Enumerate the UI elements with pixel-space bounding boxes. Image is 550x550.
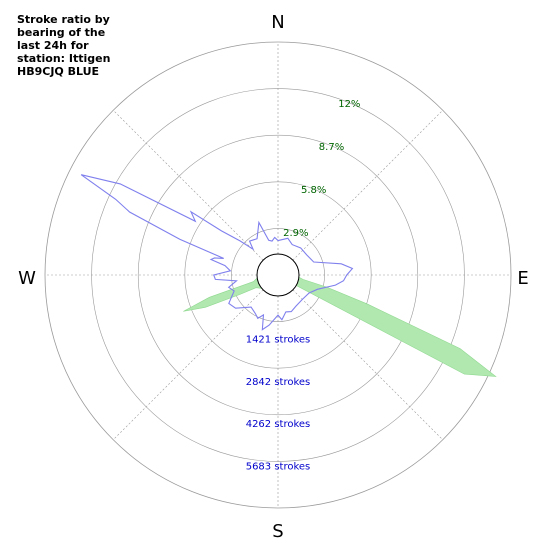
stroke-ratio-series xyxy=(183,253,497,377)
grid-spoke xyxy=(113,289,264,440)
ratio-tick-label: 5.8% xyxy=(301,185,326,196)
grid-spoke xyxy=(292,289,443,440)
ratio-tick-label: 2.9% xyxy=(283,228,308,239)
chart-title: Stroke ratio by bearing of the last 24h … xyxy=(17,13,111,78)
grid-ring xyxy=(137,134,419,416)
count-line xyxy=(80,174,354,331)
ratio-tick-label: 8.7% xyxy=(319,142,344,153)
count-tick-label: 4262 strokes xyxy=(246,419,311,430)
center-circle xyxy=(256,253,300,297)
polar-grid xyxy=(44,41,512,509)
count-tick-label: 2842 strokes xyxy=(246,377,311,388)
grid-spoke xyxy=(113,110,264,261)
count-tick-label: 5683 strokes xyxy=(246,462,311,473)
ratio-area xyxy=(183,253,497,377)
axis-labels: 2.9% 5.8% 8.7% 12% 1421 strokes 2842 strokes 4… xyxy=(246,99,361,473)
count-tick-label: 1421 strokes xyxy=(246,334,311,345)
compass-north: N xyxy=(271,12,284,33)
grid-spoke xyxy=(292,110,443,261)
compass-east: E xyxy=(517,268,528,289)
compass-west: W xyxy=(18,268,36,289)
grid-ring xyxy=(44,41,512,509)
ratio-tick-label: 12% xyxy=(338,99,360,110)
compass-south: S xyxy=(272,521,283,542)
stroke-count-series xyxy=(80,174,354,331)
